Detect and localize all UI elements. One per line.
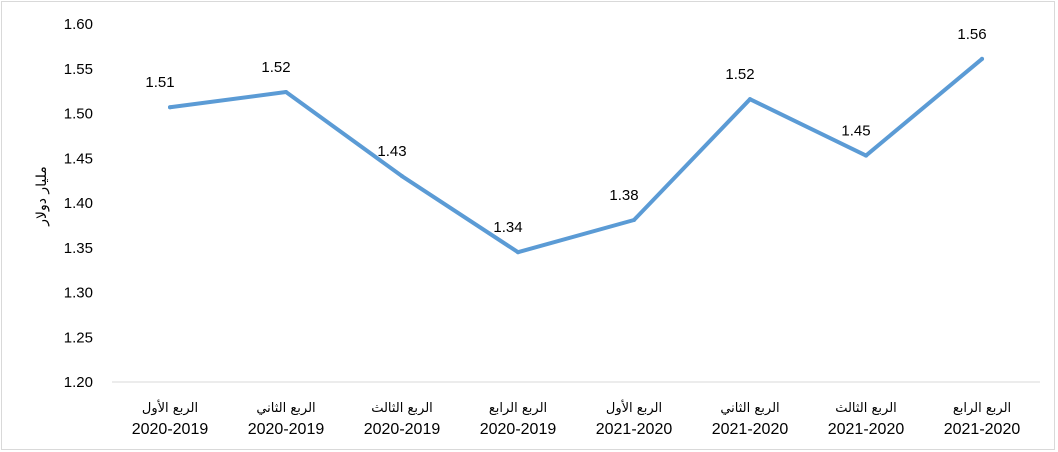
y-axis-ticks: 1.20 1.25 1.30 1.35 1.40 1.45 1.50 1.55 1.60 xyxy=(64,16,93,391)
x-axis-categories: الربع الأول 2020-2019 الربع الثاني 2020-201… xyxy=(132,399,1021,438)
series-line xyxy=(168,56,984,255)
y-tick-label: 1.35 xyxy=(64,240,93,257)
y-tick-label: 1.60 xyxy=(64,16,93,33)
data-label: 1.52 xyxy=(261,59,290,76)
x-category-label: الربع الثالث xyxy=(835,401,897,416)
data-labels: 1.51 1.52 1.43 1.34 1.38 1.52 1.45 1.56 xyxy=(145,26,987,255)
data-label: 1.52 xyxy=(725,66,754,83)
x-category-period: 2021-2020 xyxy=(944,421,1021,438)
data-point xyxy=(168,105,172,110)
data-point xyxy=(748,97,752,102)
data-label: 1.51 xyxy=(145,74,174,91)
data-label: 1.56 xyxy=(957,26,986,43)
y-tick-label: 1.30 xyxy=(64,285,93,302)
x-category-period: 2020-2019 xyxy=(480,421,557,438)
x-category-label: الربع الأول xyxy=(142,399,198,416)
x-category-period: 2020-2019 xyxy=(364,421,441,438)
data-label: 1.34 xyxy=(493,219,522,236)
data-label: 1.43 xyxy=(377,143,406,160)
y-axis-label: مليار دولار xyxy=(34,166,50,227)
data-point xyxy=(284,90,288,95)
x-category-label: الربع الرابع xyxy=(489,401,547,416)
data-point xyxy=(400,174,404,179)
x-category-period: 2021-2020 xyxy=(712,421,789,438)
data-label: 1.45 xyxy=(841,123,870,140)
x-category-period: 2021-2020 xyxy=(596,421,673,438)
x-category-period: 2020-2019 xyxy=(248,421,325,438)
x-category-period: 2020-2019 xyxy=(132,421,209,438)
y-tick-label: 1.50 xyxy=(64,106,93,123)
data-point xyxy=(864,153,868,158)
y-tick-label: 1.20 xyxy=(64,374,93,391)
x-category-label: الربع الثاني xyxy=(256,401,315,416)
x-category-label: الربع الثالث xyxy=(371,401,433,416)
x-category-label: الربع الثاني xyxy=(720,401,779,416)
data-point xyxy=(516,250,520,255)
data-point xyxy=(632,218,636,223)
x-category-label: الربع الرابع xyxy=(953,401,1011,416)
y-tick-label: 1.40 xyxy=(64,195,93,212)
y-tick-label: 1.25 xyxy=(64,329,93,346)
x-category-label: الربع الأول xyxy=(606,399,662,416)
data-label: 1.38 xyxy=(609,187,638,204)
y-tick-label: 1.45 xyxy=(64,150,93,167)
data-point xyxy=(980,56,984,61)
x-category-period: 2021-2020 xyxy=(828,421,905,438)
y-tick-label: 1.55 xyxy=(64,61,93,78)
